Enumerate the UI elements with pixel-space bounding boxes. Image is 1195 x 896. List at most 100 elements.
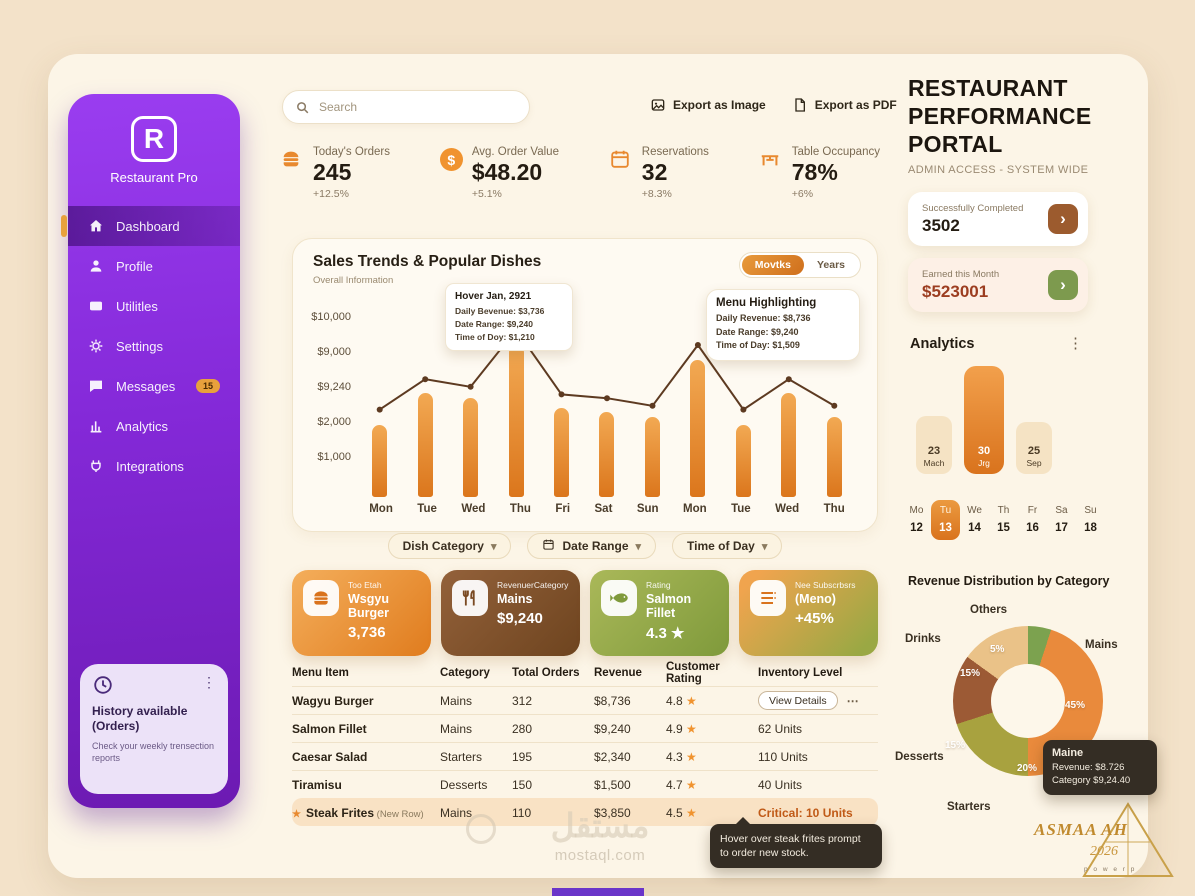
chevron-down-icon: ▾ [490,540,497,553]
highlight-card-wsgyu-burger[interactable]: Too Etah Wsgyu Burger 3,736 [292,570,431,656]
chart-tooltip-menu-highlighting: Menu Highlighting Daily Revenue: $8,736 … [706,289,860,361]
y-axis-tick: $1,000 [317,451,351,463]
chart-tooltip-hover: Hover Jan, 2921 Daily Bevenue: $3,736 Da… [445,283,573,352]
table-row-caesar-salad[interactable]: Caesar Salad Starters 195 $2,340 4.3 ★ 110 Un… [292,742,878,770]
card-title: (Meno) [795,592,836,606]
sidebar-item-analytics[interactable]: Analytics [68,406,240,446]
filter-label: Dish Category [402,539,484,553]
kpi-delta: +8.3% [641,188,672,200]
calendar-day-17[interactable]: Sa 17 [1047,500,1076,540]
segment-pct-mains: 45% [1065,700,1086,711]
user-icon [88,258,104,274]
revenue-bar-thu-10[interactable] [826,417,842,497]
export-pdf-label: Export as PDF [814,98,897,112]
orders-cell: 110 [512,805,532,820]
calendar-day-15[interactable]: Th 15 [989,500,1018,540]
category-cell: Starters [440,749,483,764]
filter-dish-category[interactable]: Dish Category ▾ [387,533,512,559]
day-number: 18 [1084,522,1097,534]
segment-pct-others: 5% [990,644,1005,655]
revenue-bar-mon-0[interactable] [372,424,388,497]
sidebar-item-label: Analytics [116,418,169,434]
analytics-bar-mach[interactable]: 23 Mach [916,416,952,474]
revenue-bar-tue-8[interactable] [735,424,751,497]
bar-value: 25 [1027,445,1041,457]
card-value: 4.3 ★ [646,625,685,642]
export-pdf-button[interactable]: Export as PDF [792,97,897,113]
chart-icon [88,418,104,434]
toggle-years[interactable]: Years [816,259,845,271]
revenue-bar-fri-4[interactable] [554,407,570,497]
category-cell: Mains [440,805,473,820]
search-input[interactable] [319,100,517,114]
table-row-salmon-fillet[interactable]: Salmon Fillet Mains 280 $9,240 4.9 ★ 62 Units [292,714,878,742]
bar-label: Mach [923,458,945,468]
menu-item-cell: Tiramisu [292,777,342,792]
revenue-bar-sun-6[interactable] [644,417,660,497]
kebab-icon[interactable]: ⋮ [1068,335,1083,352]
kpi-delta: +5.1% [471,188,502,200]
calendar-day-13[interactable]: Tu 13 [931,500,960,540]
tooltip-line: Daily Revenue: $8,736 [716,313,811,323]
menu-icon [750,580,786,616]
revenue-bar-sat-5[interactable] [599,411,615,497]
card-tag: Nee Subscrbsrs [795,580,856,590]
rating-value: 4.5 [666,805,683,820]
chevron-right-button[interactable]: › [1048,270,1078,300]
analytics-bar-sep[interactable]: 25 Sep [1016,422,1052,474]
kpi-delta: +12.5% [313,188,349,200]
view-details-button[interactable]: View Details [758,691,838,710]
sidebar-item-dashboard[interactable]: Dashboard [61,206,240,246]
highlight-card-mains[interactable]: RevenuerCategory Mains $9,240 [441,570,580,656]
analytics-bar-jrg[interactable]: 30 Jrg [964,366,1004,474]
highlight-cards: Too Etah Wsgyu Burger 3,736 RevenuerCategor… [292,570,878,656]
star-icon: ★ [682,749,697,764]
day-number: 15 [997,522,1010,534]
donut-tooltip: Maine Revenue: $8.726 Category $9,24.40 [1043,740,1157,795]
day-number: 14 [968,522,981,534]
revenue-bar-wed-9[interactable] [781,392,797,497]
filter-date-range[interactable]: Date Range ▾ [527,533,657,559]
revenue-bar-thu-3[interactable] [508,345,524,497]
gear-icon [88,338,104,354]
analytics-mini-chart: 23 Mach 30 Jrg 25 Sep [916,362,1086,474]
inventory-cell: View Details ⋯ [758,691,878,710]
kebab-icon[interactable]: ⋮ [202,674,216,690]
calendar-day-12[interactable]: Mo 12 [902,500,931,540]
sidebar-item-profile[interactable]: Profile [68,246,240,286]
revenue-bar-wed-2[interactable] [463,398,479,497]
search-bar[interactable] [282,90,530,124]
revenue-bar-mon-7[interactable] [690,360,706,497]
history-card[interactable]: ⋮ History available (Orders) Check your … [80,664,228,794]
table-row-steak-frites[interactable]: ★ Steak Frites (New Row) Mains 110 $3,850 4.5… [292,798,878,826]
app-logo: R [131,116,177,162]
calendar-day-16[interactable]: Fr 16 [1018,500,1047,540]
app-name: Restaurant Pro [110,170,198,185]
sidebar-item-integrations[interactable]: Integrations [68,446,240,486]
column-header-revenue: Revenue [594,667,642,679]
history-card-title: History available (Orders) [92,704,188,733]
export-image-button[interactable]: Export as Image [650,97,766,113]
day-abbrev: Sa [1055,505,1068,516]
revenue-bar-tue-1[interactable] [417,392,433,497]
table-row-tiramisu[interactable]: Tiramisu Desserts 150 $1,500 4.7 ★ 40 Units [292,770,878,798]
table-row-wagyu-burger[interactable]: Wagyu Burger Mains 312 $8,736 4.8 ★ View Deta… [292,686,878,714]
filter-time-of-day[interactable]: Time of Day ▾ [672,533,783,559]
row-actions-icon[interactable]: ⋯ [846,693,860,708]
sidebar-item-messages[interactable]: Messages 15 [68,366,240,406]
highlight-card-meno[interactable]: Nee Subscrbsrs (Meno) +45% [739,570,878,656]
inventory-cell: 40 Units [758,778,878,792]
sidebar-item-utilitles[interactable]: Utilitles [68,286,240,326]
toggle-months[interactable]: Movtks [741,255,804,275]
highlight-card-salmon-fillet[interactable]: Rating Salmon Fillet 4.3 ★ [590,570,729,656]
orders-cell: 312 [512,693,533,708]
chevron-right-button[interactable]: › [1048,204,1078,234]
kpi-reservations: Reservations 32 +8.3% [609,146,709,200]
fish-icon [601,580,637,616]
calendar-day-14[interactable]: We 14 [960,500,989,540]
x-axis-label: Thu [509,503,531,515]
sidebar-item-settings[interactable]: Settings [68,326,240,366]
export-actions: Export as Image Export as PDF [650,97,897,113]
card-icon [88,298,104,314]
calendar-day-18[interactable]: Su 18 [1076,500,1105,540]
